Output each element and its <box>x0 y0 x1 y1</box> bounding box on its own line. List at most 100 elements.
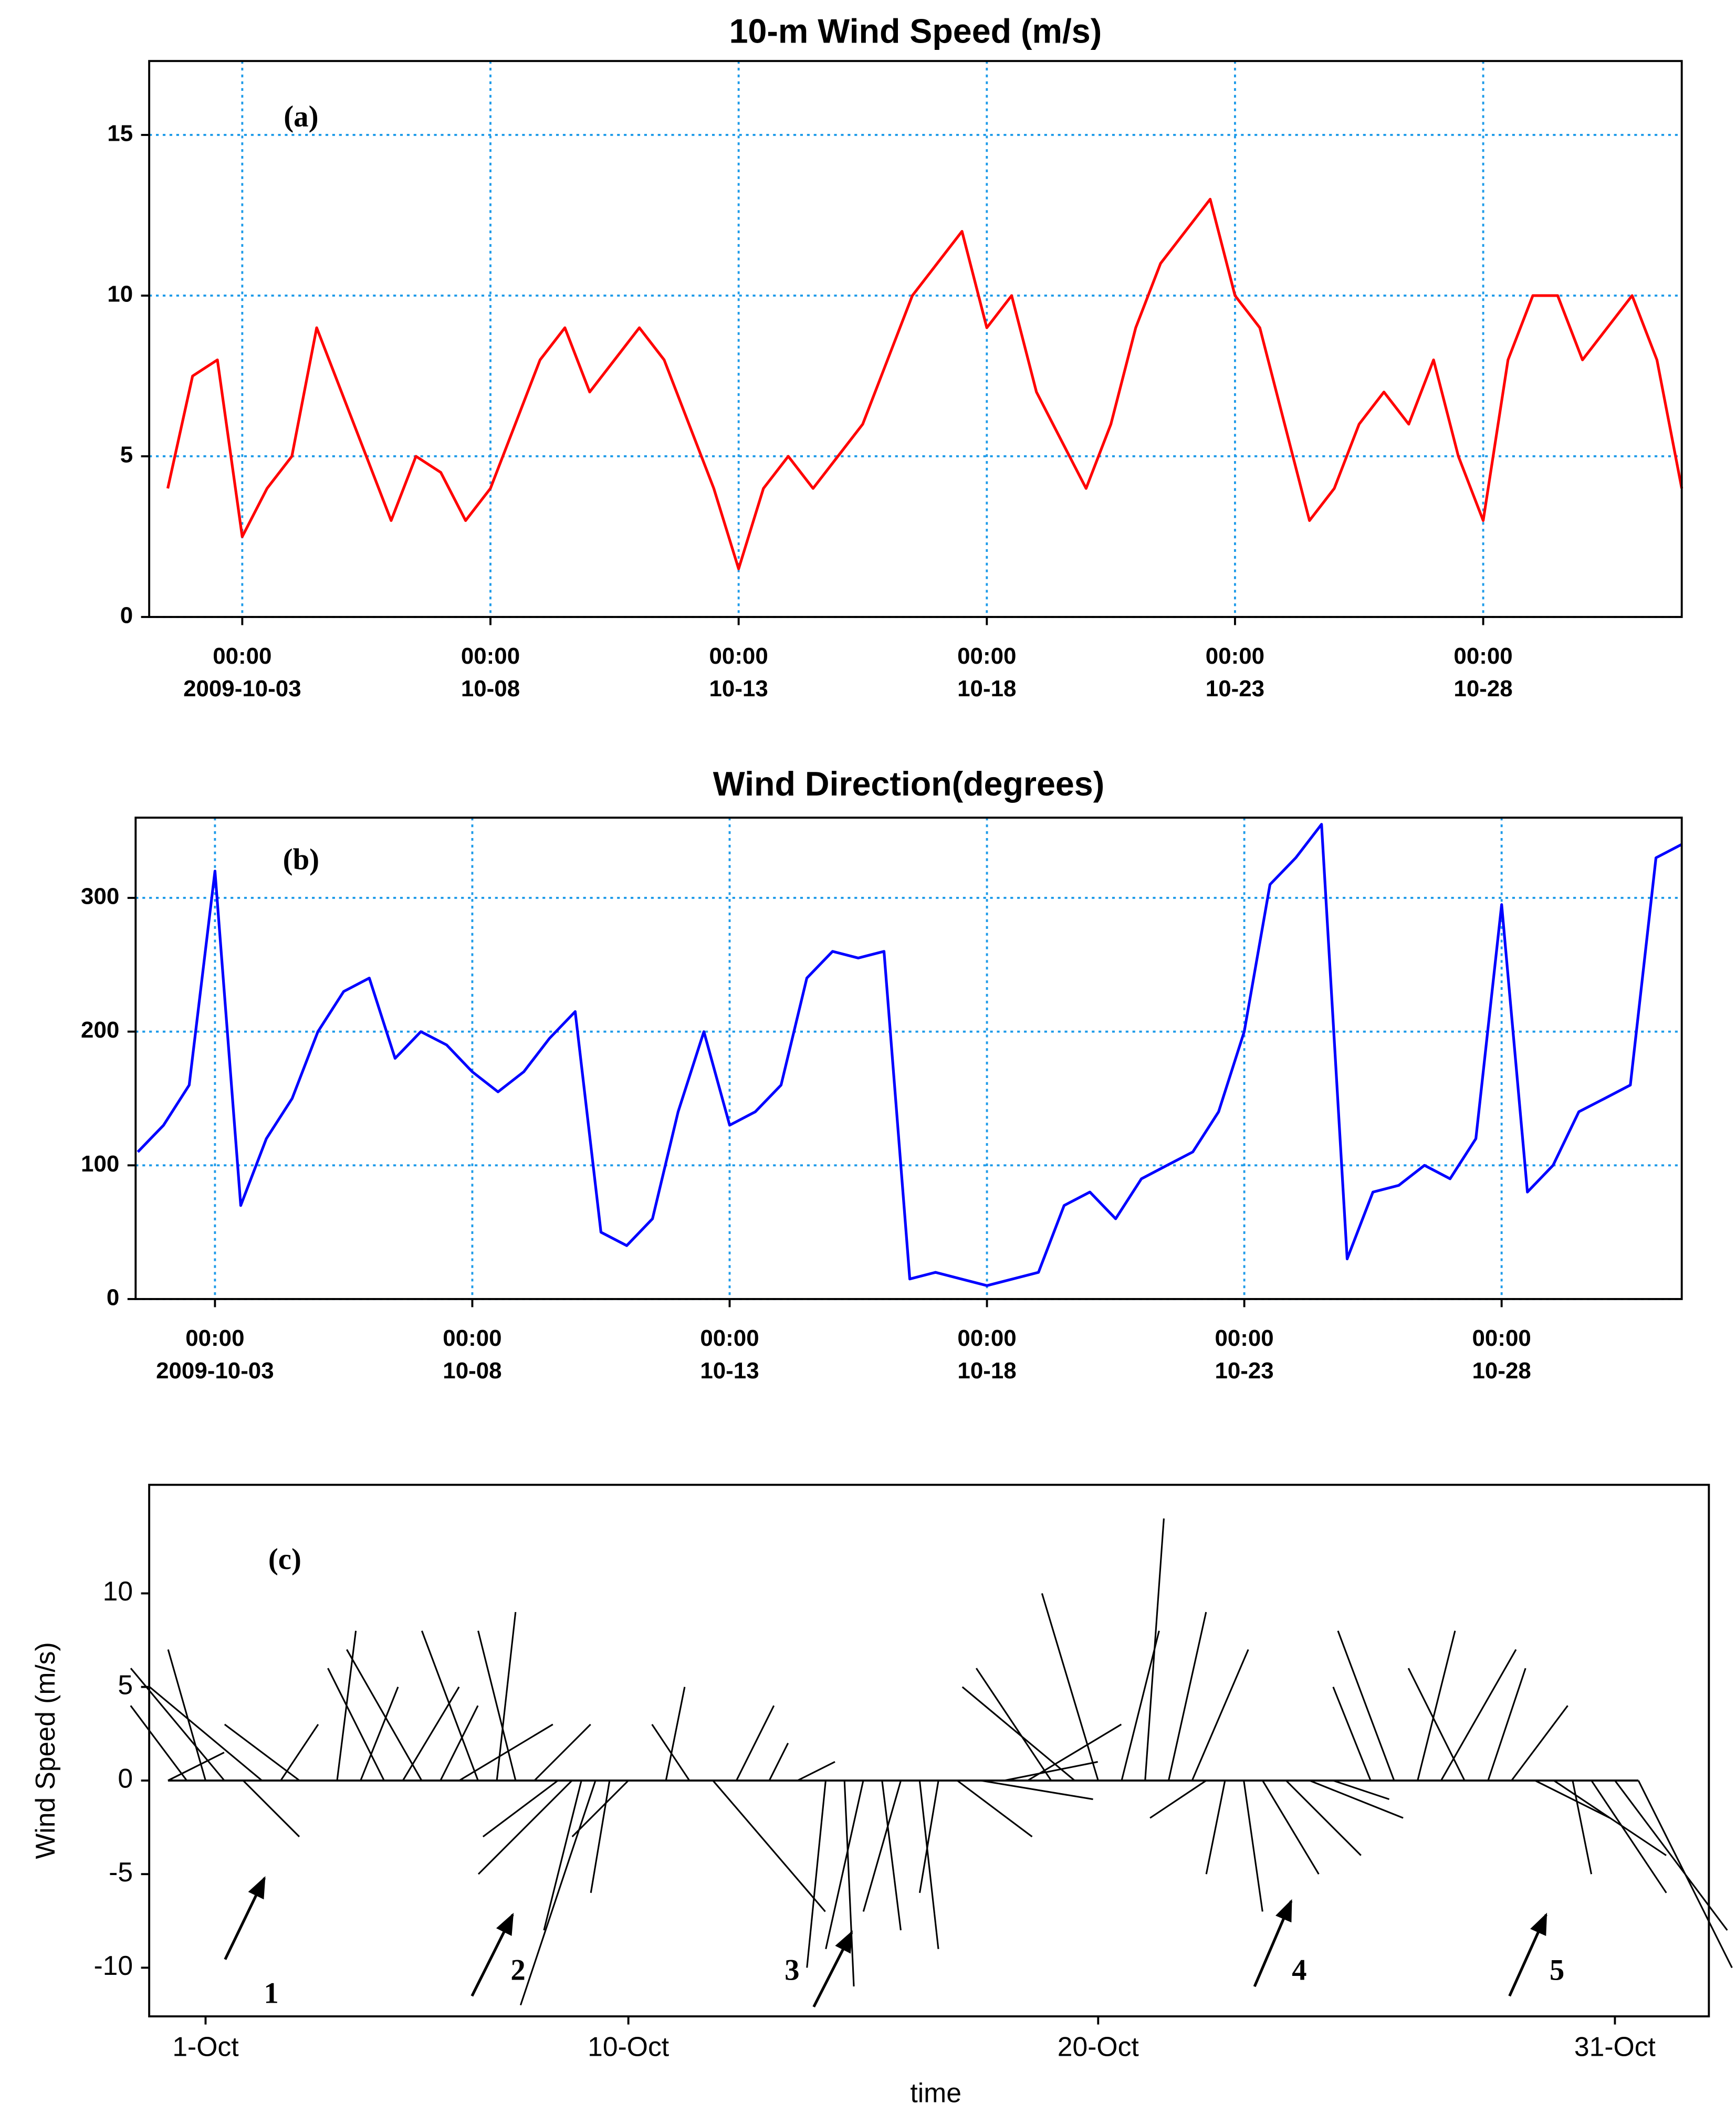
stick <box>477 1630 517 1781</box>
stick <box>130 1668 225 1781</box>
x-tick-label: 00:00 <box>957 1325 1016 1351</box>
stick <box>1333 1780 1390 1801</box>
y-tick-label: 200 <box>81 1017 119 1043</box>
x-tick-label: 10-08 <box>461 676 520 702</box>
annotation: (a) <box>284 100 318 133</box>
arrow <box>224 1876 266 1960</box>
annotation: (c) <box>268 1543 301 1576</box>
stick <box>825 1780 864 1950</box>
x-tick-label: 10-28 <box>1472 1358 1531 1384</box>
plot-frame <box>148 60 1683 618</box>
chart-title: Wind Direction(degrees) <box>713 765 1104 803</box>
stick <box>768 1742 789 1781</box>
data-line <box>137 823 1682 1287</box>
stick <box>224 1723 300 1782</box>
x-tick-label: 10-13 <box>709 676 768 702</box>
data-line <box>166 197 1683 570</box>
plot-area <box>149 61 1682 618</box>
x-tick-label: 10-23 <box>1215 1358 1273 1384</box>
stick <box>1144 1518 1165 1781</box>
x-tick-label: 2009-10-03 <box>156 1358 274 1384</box>
annotation: 1 <box>264 1976 278 2010</box>
stick <box>1243 1780 1263 1912</box>
annotation: 5 <box>1550 1953 1564 1986</box>
y-tick-label: -10 <box>93 1950 133 1981</box>
plot-area <box>135 818 1682 1299</box>
y-axis-label: Wind Speed (m/s) <box>30 1642 60 1859</box>
stick <box>862 1780 902 1912</box>
stick <box>1205 1780 1226 1875</box>
stick <box>651 1724 691 1781</box>
y-tick-label: 300 <box>81 884 119 909</box>
stick <box>360 1687 399 1781</box>
x-tick-label: 00:00 <box>1472 1325 1531 1351</box>
x-tick-label: 31-Oct <box>1574 2032 1656 2062</box>
stick <box>477 1780 573 1875</box>
y-tick-label: 100 <box>81 1151 119 1177</box>
stick <box>1417 1630 1456 1781</box>
stick <box>806 1780 827 1968</box>
stick <box>327 1668 385 1781</box>
x-tick-label: 10-18 <box>957 676 1016 702</box>
stick <box>1149 1780 1207 1819</box>
x-tick-label: 1-Oct <box>172 2032 238 2062</box>
stick <box>918 1780 939 1949</box>
chart-title: 10-m Wind Speed (m/s) <box>729 13 1102 50</box>
y-tick-label: -5 <box>109 1857 133 1887</box>
stick <box>1637 1780 1733 1969</box>
stick <box>918 1780 939 1893</box>
x-tick-label: 10-28 <box>1453 676 1512 702</box>
stick <box>167 1649 206 1781</box>
stick <box>242 1780 300 1837</box>
y-tick-label: 10 <box>107 281 133 307</box>
x-tick-label: 10-23 <box>1206 676 1264 702</box>
stick <box>1487 1668 1526 1781</box>
stick <box>1407 1668 1466 1781</box>
arrow <box>470 1912 514 1997</box>
x-tick-label: 10-18 <box>957 1358 1016 1384</box>
x-tick-label: 00:00 <box>213 643 271 669</box>
y-tick-label: 5 <box>118 1669 133 1700</box>
stick <box>482 1780 559 1838</box>
stick <box>1511 1705 1568 1781</box>
stick <box>1572 1780 1593 1875</box>
stick <box>975 1668 1052 1781</box>
x-tick-label: 00:00 <box>1453 643 1512 669</box>
annotation: 2 <box>510 1953 525 1986</box>
stick <box>712 1780 826 1912</box>
stick <box>980 1780 1093 1801</box>
plot-frame <box>148 1483 1710 2018</box>
stick <box>1337 1630 1395 1781</box>
x-tick-label: 00:00 <box>957 643 1016 669</box>
stick <box>421 1630 479 1781</box>
stick <box>1027 1723 1122 1782</box>
x-tick-label: 00:00 <box>1215 1325 1273 1351</box>
x-tick-label: 00:00 <box>185 1325 244 1351</box>
stick <box>797 1761 835 1782</box>
x-tick-label: 00:00 <box>709 643 768 669</box>
x-tick-label: 00:00 <box>700 1325 759 1351</box>
stick <box>168 1752 225 1782</box>
y-tick-label: 0 <box>120 603 133 629</box>
stick <box>149 1686 263 1782</box>
stick <box>519 1780 597 2006</box>
x-tick-label: 10-Oct <box>588 2032 669 2062</box>
stick <box>1285 1780 1362 1856</box>
stick <box>440 1705 479 1781</box>
stick <box>1534 1780 1610 1819</box>
stick <box>1041 1593 1099 1781</box>
stick <box>881 1780 902 1931</box>
x-tick-label: 00:00 <box>1206 643 1264 669</box>
x-axis-label: time <box>910 2077 961 2108</box>
stick <box>1309 1780 1404 1819</box>
plot-frame <box>134 817 1683 1300</box>
stick <box>534 1723 591 1782</box>
stick <box>346 1649 423 1781</box>
arrow <box>1253 1899 1293 1987</box>
stick <box>736 1705 775 1781</box>
stick <box>1591 1780 1667 1893</box>
stick <box>956 1780 1033 1838</box>
stick <box>543 1780 582 1931</box>
stick <box>130 1705 187 1781</box>
stick <box>590 1780 611 1893</box>
